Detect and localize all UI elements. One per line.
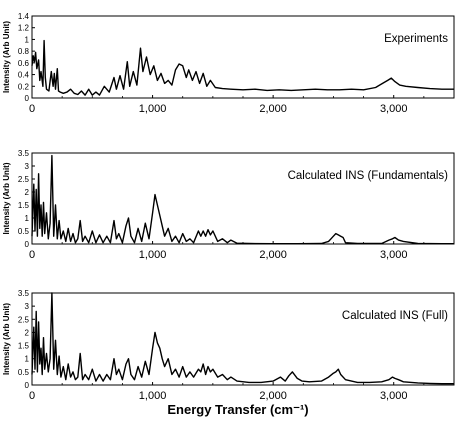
x-tick-label: 1,000 <box>139 390 167 402</box>
x-tick-label: 1,000 <box>139 249 167 261</box>
y-tick-label: 1 <box>25 355 30 364</box>
y-tick-label: 1 <box>25 214 30 223</box>
y-tick-label: 0.8 <box>18 47 30 56</box>
y-tick-label: 3 <box>25 162 30 171</box>
y-tick-label: 0 <box>25 94 30 103</box>
plot-frame <box>31 15 455 99</box>
panel-annotation: Experiments <box>384 33 448 45</box>
x-tick-label: 0 <box>29 249 35 261</box>
y-tick-label: 0.4 <box>18 71 30 80</box>
y-tick-label: 0.6 <box>18 59 30 68</box>
y-tick-label: 1.5 <box>18 342 30 351</box>
y-tick-label: 3 <box>25 302 30 311</box>
plot-frame <box>31 292 455 386</box>
x-tick-label: 3,000 <box>380 390 408 402</box>
x-tick-label: 2,000 <box>259 390 287 402</box>
y-tick-label: 1.4 <box>18 12 30 21</box>
y-tick-label: 0 <box>25 240 30 249</box>
y-tick-label: 1.2 <box>18 24 30 33</box>
series-line <box>31 292 454 385</box>
y-tick-label: 3.5 <box>18 149 30 158</box>
y-tick-label: 0.5 <box>18 227 30 236</box>
x-tick-label: 3,000 <box>380 249 408 261</box>
y-tick-label: 1.5 <box>18 201 30 210</box>
y-axis-label: Intensity (Arb Unit) <box>2 303 11 375</box>
x-tick-label: 2,000 <box>259 103 287 115</box>
y-tick-label: 0.2 <box>18 82 30 91</box>
x-tick-label: 0 <box>29 103 35 115</box>
y-tick-label: 2 <box>25 188 30 197</box>
y-tick-label: 2 <box>25 328 30 337</box>
x-tick-label: 1,000 <box>139 103 167 115</box>
panel-annotation: Calculated INS (Fundamentals) <box>288 170 449 182</box>
x-tick-label: 2,000 <box>259 249 287 261</box>
panel-annotation: Calculated INS (Full) <box>342 310 448 322</box>
series-line <box>31 39 454 96</box>
y-tick-label: 2.5 <box>18 315 30 324</box>
x-tick-label: 0 <box>29 390 35 402</box>
y-tick-label: 2.5 <box>18 175 30 184</box>
y-tick-label: 1 <box>25 35 30 44</box>
y-tick-label: 0.5 <box>18 368 30 377</box>
plot-frame <box>31 152 455 245</box>
series-line <box>31 154 454 245</box>
x-axis-label: Energy Transfer (cm⁻¹) <box>167 402 308 417</box>
y-axis-label: Intensity (Arb Unit) <box>2 162 11 234</box>
y-tick-label: 0 <box>25 381 30 390</box>
y-tick-label: 3.5 <box>18 289 30 298</box>
x-tick-label: 3,000 <box>380 103 408 115</box>
y-axis-label: Intensity (Arb Unit) <box>2 21 11 93</box>
